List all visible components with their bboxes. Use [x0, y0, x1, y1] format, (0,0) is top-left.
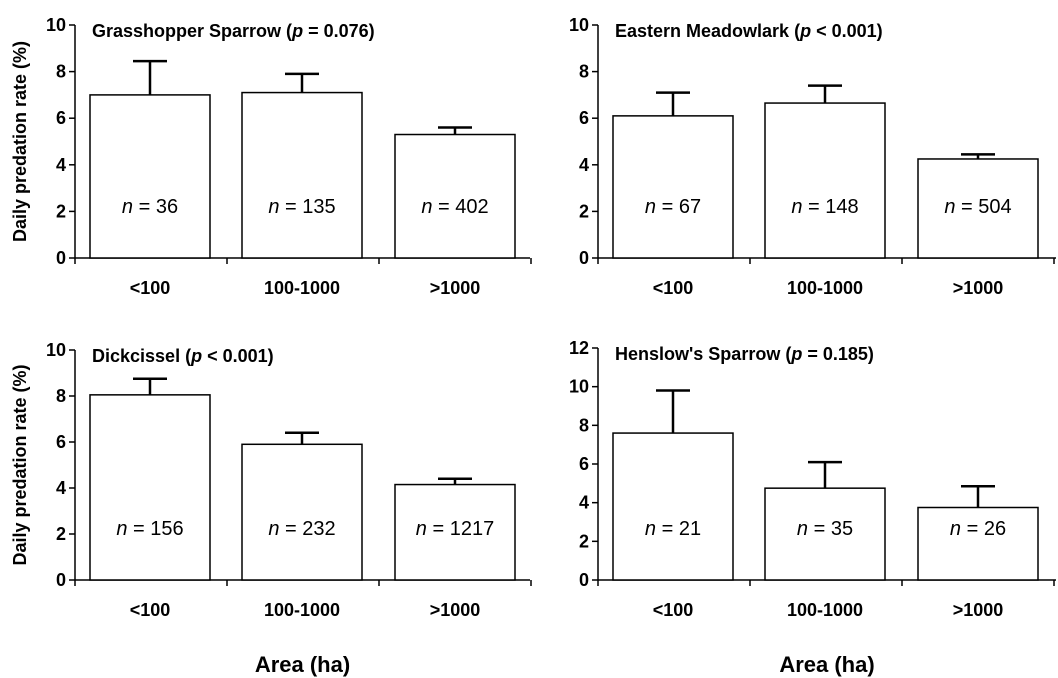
y-tick-label: 10 [569, 377, 589, 397]
bar [917, 158, 1039, 259]
y-tick-label: 4 [56, 155, 66, 175]
sample-size-label: n = 1217 [416, 518, 494, 540]
y-tick-label: 8 [579, 62, 589, 82]
sample-size-label: n = 402 [421, 196, 488, 218]
x-axis-label: Area (ha) [255, 652, 350, 677]
bar [89, 94, 211, 259]
x-tick-label: >1000 [430, 278, 481, 298]
y-tick-label: 2 [579, 201, 589, 221]
y-tick-label: 4 [579, 155, 589, 175]
sample-size-label: n = 67 [645, 196, 701, 218]
y-tick-label: 0 [56, 248, 66, 268]
bar [394, 483, 516, 581]
y-tick-label: 8 [56, 62, 66, 82]
sample-size-label: n = 148 [791, 196, 858, 218]
y-axis-label: Daily predation rate (%) [10, 41, 30, 242]
chart-title: Henslow's Sparrow (p = 0.185) [615, 344, 874, 364]
x-tick-label: <100 [653, 278, 694, 298]
x-tick-label: <100 [653, 600, 694, 620]
sample-size-label: n = 36 [122, 196, 178, 218]
y-tick-label: 10 [46, 15, 66, 35]
bar [764, 102, 886, 259]
y-tick-label: 4 [579, 493, 589, 513]
bar [764, 487, 886, 581]
bar [394, 133, 516, 259]
x-tick-label: >1000 [430, 600, 481, 620]
chart-panel-4: 0 2 4 6 8 10 12 n = 21 <100 n = 35 100-1000 n = 26 >… [569, 338, 1056, 677]
bar [241, 443, 363, 581]
y-tick-label: 6 [56, 108, 66, 128]
sample-size-label: n = 156 [116, 518, 183, 540]
y-tick-label: 0 [579, 248, 589, 268]
y-tick-label: 2 [56, 524, 66, 544]
chart-panel-2: 0 2 4 6 8 10 n = 67 <100 n = 148 100-1000 n = 504 >… [569, 15, 1056, 298]
y-tick-label: 4 [56, 478, 66, 498]
y-tick-label: 8 [56, 386, 66, 406]
y-tick-label: 12 [569, 338, 589, 358]
x-tick-label: >1000 [953, 600, 1004, 620]
y-tick-label: 6 [579, 454, 589, 474]
x-tick-label: 100-1000 [264, 600, 340, 620]
chart-panel-3: 0 2 4 6 8 10 n = 156 <100 n = 232 100-1000 n = 121… [10, 340, 532, 677]
bar [612, 115, 734, 259]
y-tick-label: 10 [569, 15, 589, 35]
y-tick-label: 2 [56, 201, 66, 221]
y-tick-label: 10 [46, 340, 66, 360]
bar [89, 394, 211, 581]
chart-title: Dickcissel (p < 0.001) [92, 346, 274, 366]
sample-size-label: n = 21 [645, 518, 701, 540]
sample-size-label: n = 26 [950, 518, 1006, 540]
sample-size-label: n = 504 [944, 196, 1011, 218]
y-tick-label: 8 [579, 415, 589, 435]
x-tick-label: 100-1000 [787, 600, 863, 620]
x-tick-label: 100-1000 [264, 278, 340, 298]
x-axis-label: Area (ha) [779, 652, 874, 677]
y-tick-label: 6 [579, 108, 589, 128]
y-tick-label: 2 [579, 531, 589, 551]
x-tick-label: <100 [130, 600, 171, 620]
sample-size-label: n = 135 [268, 196, 335, 218]
x-tick-label: <100 [130, 278, 171, 298]
y-tick-label: 6 [56, 432, 66, 452]
y-tick-label: 0 [56, 570, 66, 590]
y-tick-label: 0 [579, 570, 589, 590]
x-tick-label: >1000 [953, 278, 1004, 298]
chart-title: Grasshopper Sparrow (p = 0.076) [92, 21, 375, 41]
sample-size-label: n = 35 [797, 518, 853, 540]
bar [917, 506, 1039, 581]
chart-title: Eastern Meadowlark (p < 0.001) [615, 21, 883, 41]
x-tick-label: 100-1000 [787, 278, 863, 298]
y-axis-label: Daily predation rate (%) [10, 364, 30, 565]
chart-panel-1: 0 2 4 6 8 10 n = 36 <100 n = 135 100-1000 n = 402 >… [10, 15, 532, 298]
bar [241, 91, 363, 259]
bar [612, 432, 734, 581]
sample-size-label: n = 232 [268, 518, 335, 540]
